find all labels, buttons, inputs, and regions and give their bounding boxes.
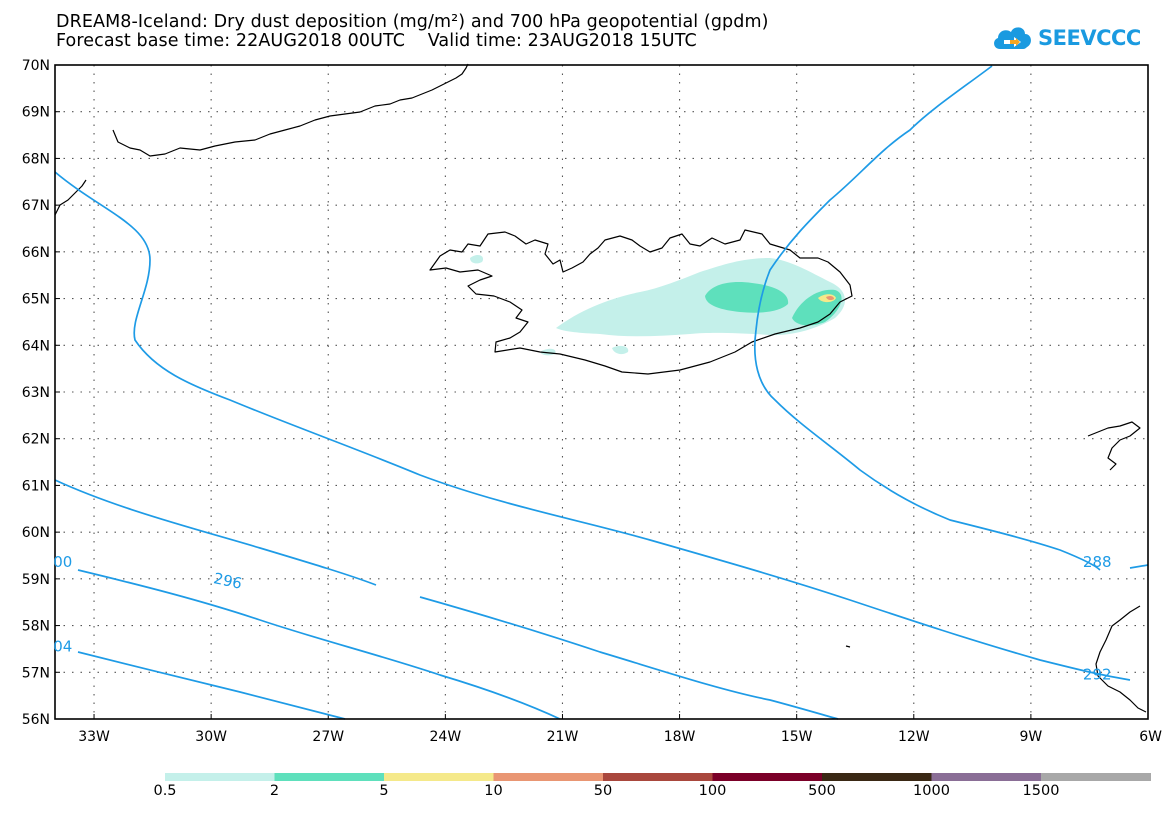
lat-tick-label: 69N: [22, 105, 50, 121]
colorbar-segment: [384, 773, 494, 781]
lon-tick-label: 21W: [547, 729, 579, 745]
lon-tick-label: 12W: [898, 729, 930, 745]
colorbar-segment: [931, 773, 1042, 781]
colorbar-label: 2: [269, 783, 280, 799]
lat-tick-label: 66N: [22, 245, 50, 261]
colorbar-segment: [822, 773, 932, 781]
colorbar-segment: [165, 773, 275, 781]
colorbar-label: 500: [808, 783, 836, 799]
lat-tick-label: 68N: [22, 151, 50, 167]
lat-tick-label: 64N: [22, 338, 50, 354]
contour-label: 292: [1083, 665, 1112, 683]
cloud-icon: [994, 27, 1031, 49]
small-island: [845, 645, 851, 648]
lat-tick-label: 57N: [22, 665, 50, 681]
map-title-line2: Forecast base time: 22AUG2018 00UTC Vali…: [56, 31, 697, 51]
dust-level-10-spot: [826, 295, 834, 301]
lat-tick-label: 63N: [22, 385, 50, 401]
colorbar-segment: [1041, 773, 1151, 781]
lon-tick-label: 9W: [1020, 729, 1043, 745]
contour-label: 288: [1083, 553, 1112, 571]
contour-296-rest: [419, 596, 839, 720]
lat-tick-label: 61N: [22, 478, 50, 494]
lon-tick-label: 33W: [78, 729, 110, 745]
colorbar-segment: [274, 773, 385, 781]
colorbar-segment: [712, 773, 823, 781]
lat-tick-label: 58N: [22, 619, 50, 635]
dust-level-0.5-area: [556, 258, 846, 337]
contour-296: [54, 479, 377, 586]
contour-300: [77, 569, 561, 720]
lon-tick-label: 30W: [195, 729, 227, 745]
contour-288: [753, 65, 1101, 571]
dust-level-0.5-patch: [612, 345, 629, 355]
map-title-line1: DREAM8-Iceland: Dry dust deposition (mg/…: [56, 12, 769, 32]
contour-label: 296: [212, 569, 244, 593]
lat-tick-label: 67N: [22, 198, 50, 214]
greenland-coastline-south: [54, 179, 87, 216]
colorbar-label: 1000: [913, 783, 950, 799]
lat-tick-label: 60N: [22, 525, 50, 541]
faroe-islands: [1087, 421, 1141, 471]
contour-labels: 296 288 292 00 04: [53, 553, 1111, 683]
lat-tick-label: 70N: [22, 58, 50, 74]
contour-304: [77, 651, 346, 720]
greenland-coastline: [112, 63, 469, 157]
lat-tick-label: 59N: [22, 572, 50, 588]
lat-tick-label: 56N: [22, 712, 50, 728]
colorbar-segment: [493, 773, 604, 781]
dust-deposition-shading: [470, 255, 846, 356]
lat-tick-label: 65N: [22, 292, 50, 308]
lat-tick-label: 62N: [22, 432, 50, 448]
colorbar-label: 0.5: [153, 783, 177, 799]
contour-288-tail: [1129, 564, 1149, 569]
logo-text: SEEVCCC: [1038, 26, 1141, 50]
lon-tick-label: 15W: [781, 729, 813, 745]
contour-300-arc: [54, 171, 1131, 681]
seevccc-logo: SEEVCCC: [990, 20, 1141, 56]
lon-tick-label: 24W: [430, 729, 462, 745]
lon-tick-label: 27W: [312, 729, 344, 745]
iceland-coastline: [429, 229, 853, 375]
coastlines: [54, 63, 1147, 713]
colorbar-label: 100: [698, 783, 727, 799]
lon-tick-label: 6W: [1139, 729, 1162, 745]
scotland-coastline: [1095, 605, 1147, 713]
dust-level-0.5-nw: [470, 255, 484, 264]
contour-label: 04: [53, 637, 72, 655]
colorbar-segment: [603, 773, 713, 781]
colorbar-label: 50: [593, 783, 613, 799]
colorbar-label: 1500: [1022, 783, 1060, 799]
axis-labels: 70N 69N 68N 67N 66N 65N 64N 63N 62N 61N 60N 59N 58N 5…: [22, 58, 1162, 745]
lon-tick-label: 18W: [664, 729, 696, 745]
contour-label: 00: [53, 553, 72, 571]
colorbar: [165, 773, 1151, 781]
geopotential-contours: [54, 65, 1149, 720]
map-gridlines: [55, 64, 1149, 720]
colorbar-label: 10: [484, 783, 503, 799]
dust-level-2-area: [705, 282, 789, 313]
map-frame: [54, 64, 1149, 720]
colorbar-label: 5: [379, 783, 389, 799]
